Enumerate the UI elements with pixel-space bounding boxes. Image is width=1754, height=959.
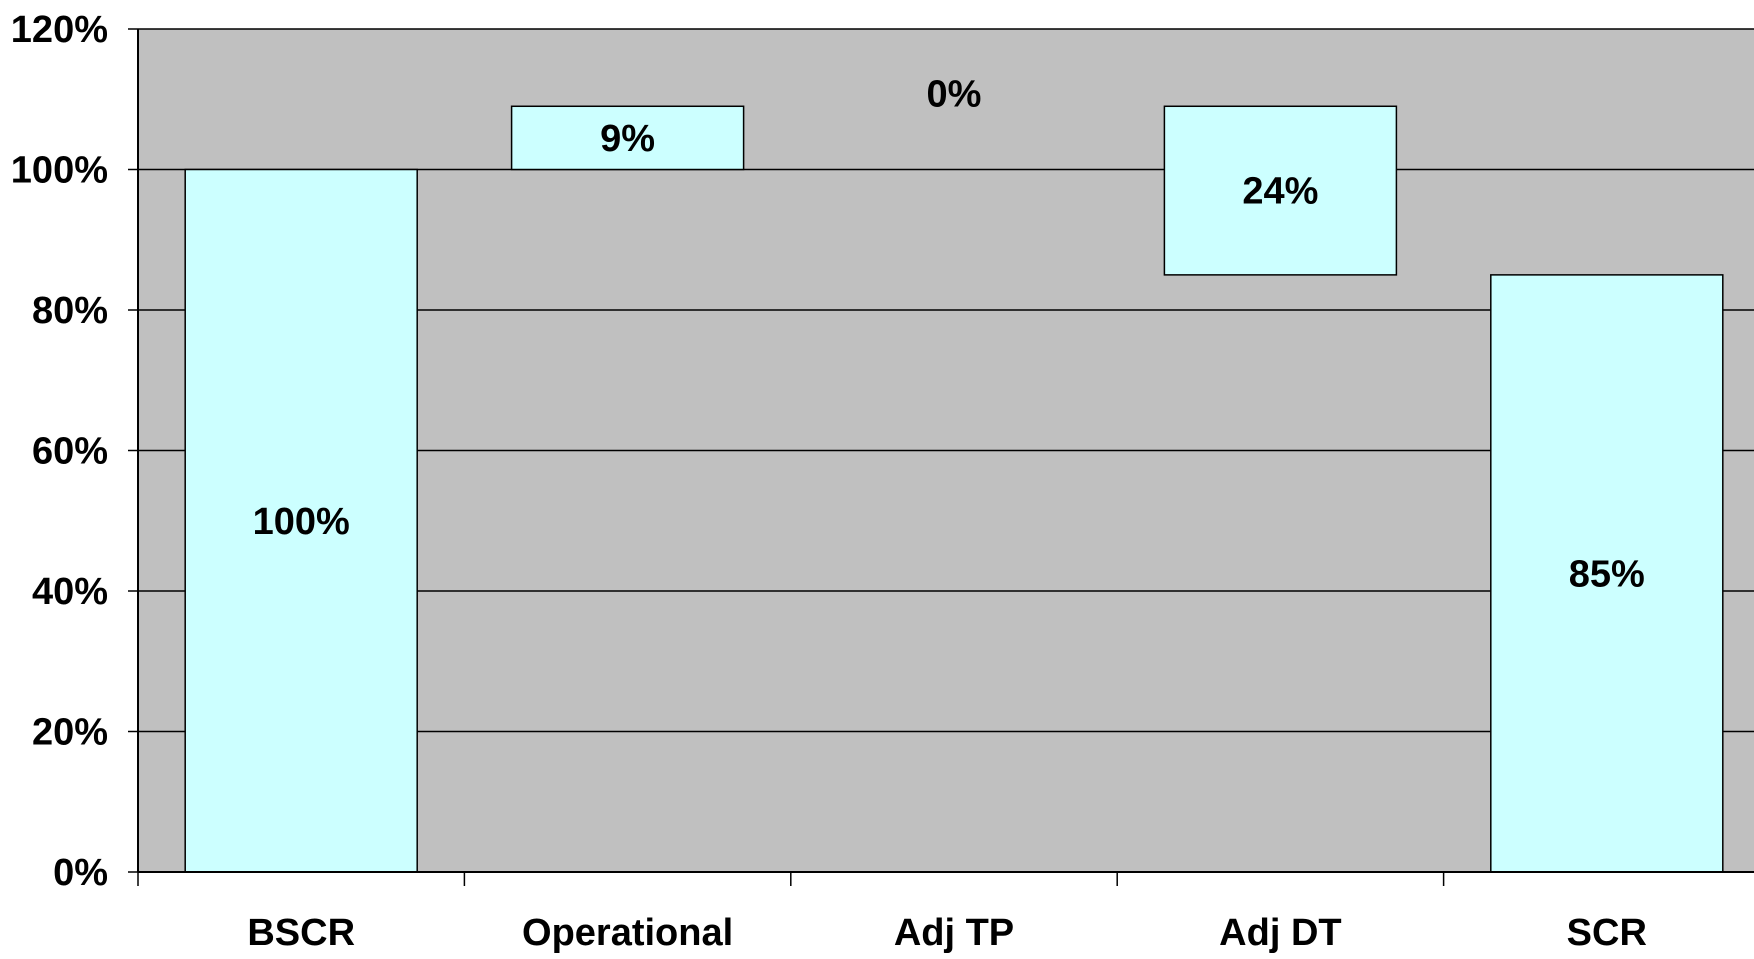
category-label: SCR <box>1567 912 1647 954</box>
bar-scr <box>1490 274 1724 873</box>
y-tick-label: 80% <box>32 290 108 332</box>
category-label: Adj TP <box>894 912 1014 954</box>
data-label: 85% <box>1569 553 1645 595</box>
data-label: 9% <box>600 118 655 160</box>
bar-operational <box>510 105 745 171</box>
y-tick-label: 120% <box>11 9 108 51</box>
data-label: 24% <box>1242 171 1318 213</box>
category-label: BSCR <box>247 912 355 954</box>
data-label: 0% <box>927 73 982 115</box>
y-tick-label: 60% <box>32 431 108 473</box>
y-tick-label: 20% <box>32 712 108 754</box>
bar-bscr <box>184 168 418 873</box>
category-label: Adj DT <box>1219 912 1341 954</box>
labels-group: 0% 20% 40% 60% 80% 100% 120% 100% BSCR 9% Operatio… <box>11 9 1647 954</box>
y-tick-label: 0% <box>53 852 108 894</box>
data-label: 100% <box>253 501 350 543</box>
y-tick-label: 40% <box>32 571 108 613</box>
y-tick-label: 100% <box>11 150 108 192</box>
category-label: Operational <box>522 912 733 954</box>
axes-group <box>128 28 1754 886</box>
bars-group <box>184 105 1724 873</box>
bar-adj-dt <box>1163 105 1398 276</box>
